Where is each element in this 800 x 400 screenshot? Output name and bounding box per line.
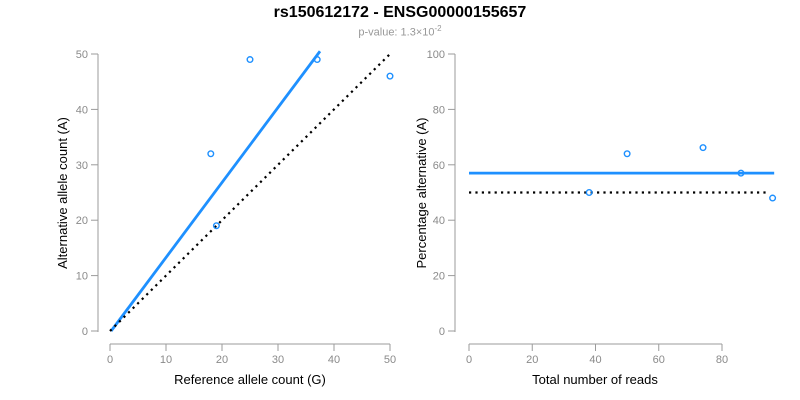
right-x-tick-label: 0 [466, 354, 472, 366]
right-data-point [737, 169, 745, 177]
right-x-tick-label: 80 [716, 354, 728, 366]
left-y-tick-label: 50 [76, 49, 88, 61]
right-y-tick-label: 40 [433, 215, 445, 227]
left-y-tick-label: 30 [76, 160, 88, 172]
right-data-point [699, 144, 707, 152]
p-value-subtitle: p-value: 1.3×10-2 [0, 24, 800, 39]
right-y-tick-label: 80 [433, 104, 445, 116]
left-x-tick-label: 20 [216, 354, 228, 366]
left-data-point [386, 72, 394, 80]
right-x-tick-label: 20 [526, 354, 538, 366]
left-y-tick-label: 0 [82, 326, 88, 338]
left-data-point [246, 56, 254, 64]
right-data-point [623, 150, 631, 158]
identity-line [109, 53, 391, 332]
right-plot: 0 20 40 60 80 100 0 20 40 60 80 [427, 49, 777, 366]
left-data-point [212, 222, 220, 230]
left-xaxis-title: Reference allele count (G) [174, 372, 326, 387]
left-plot: 0 10 20 30 40 50 0 10 20 30 40 50 [76, 49, 396, 366]
left-y-tick-label: 10 [76, 271, 88, 283]
left-y-tick-label: 20 [76, 215, 88, 227]
page-title: rs150612172 - ENSG00000155657 [273, 4, 527, 21]
right-y-tick-label: 20 [433, 271, 445, 283]
right-yaxis-title: Percentage alternative (A) [414, 117, 429, 268]
right-data-point [769, 194, 777, 202]
right-x-tick-label: 60 [653, 354, 665, 366]
p-value-exponent: -2 [434, 24, 442, 33]
left-x-tick-label: 0 [107, 354, 113, 366]
right-x-tick-label: 40 [589, 354, 601, 366]
left-data-point [207, 150, 215, 158]
left-x-tick-label: 10 [160, 354, 172, 366]
right-y-tick-label: 60 [433, 160, 445, 172]
right-xaxis-title: Total number of reads [532, 372, 658, 387]
fit-line [109, 50, 322, 332]
left-x-tick-label: 40 [328, 354, 340, 366]
right-data-point [585, 188, 593, 196]
p-value-base: p-value: 1.3×10 [358, 26, 435, 39]
left-x-tick-label: 50 [384, 354, 396, 366]
left-y-tick-label: 40 [76, 104, 88, 116]
left-x-tick-label: 30 [272, 354, 284, 366]
left-data-point [313, 56, 321, 64]
right-y-tick-label: 100 [427, 49, 445, 61]
left-yaxis-title: Alternative allele count (A) [55, 117, 70, 269]
right-y-tick-label: 0 [439, 326, 445, 338]
